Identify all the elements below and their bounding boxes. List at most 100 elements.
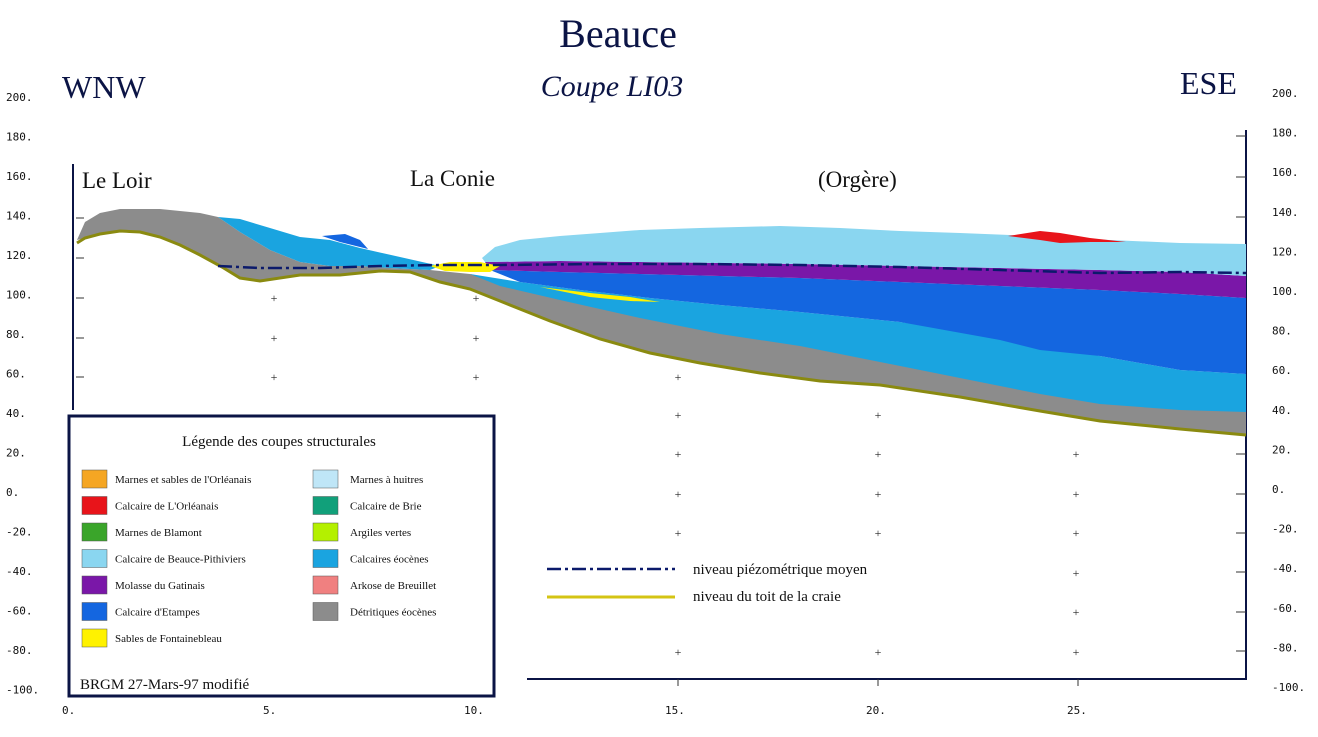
y-tick-right: -40.: [1272, 562, 1299, 575]
x-tick: 25.: [1067, 704, 1087, 717]
svg-text:+: +: [1073, 487, 1080, 501]
legend-label: Calcaire de Brie: [350, 501, 422, 513]
svg-text:+: +: [271, 291, 278, 305]
x-tick: 10.: [464, 704, 484, 717]
y-tick-right: -60.: [1272, 602, 1299, 615]
legend-swatch: [81, 575, 108, 595]
x-axis: 0. 5. 10. 15. 20. 25.: [62, 704, 1087, 717]
x-tick: 5.: [263, 704, 276, 717]
y-tick-left: 20.: [6, 447, 26, 460]
legend-label: Calcaire de L'Orléanais: [115, 501, 218, 513]
y-tick-right: -20.: [1272, 523, 1299, 536]
piezometric-line: [217, 262, 1247, 275]
legend-label: Marnes de Blamont: [115, 527, 202, 539]
legend-swatch: [81, 628, 108, 648]
legend-label: Arkose de Breuillet: [350, 580, 436, 592]
y-tick-right: 180.: [1272, 127, 1299, 140]
legend-swatch: [312, 575, 339, 595]
y-tick-left: 120.: [6, 249, 33, 262]
y-tick-left: -40.: [6, 565, 33, 578]
svg-text:+: +: [875, 487, 882, 501]
y-tick-left: -80.: [6, 644, 33, 657]
layer-sables-fontainebleau-lens: [540, 287, 660, 302]
y-tick-right: 100.: [1272, 285, 1299, 298]
legend-swatch: [312, 469, 339, 489]
y-tick-left: 60.: [6, 368, 26, 381]
y-tick-left: -20.: [6, 526, 33, 539]
legend-swatch: [81, 602, 108, 621]
y-tick-right: 20.: [1272, 443, 1292, 456]
y-tick-right: 120.: [1272, 245, 1299, 258]
y-tick-left: 40.: [6, 407, 26, 420]
svg-text:+: +: [473, 291, 480, 305]
piezo-legend-label: niveau piézométrique moyen: [693, 562, 868, 578]
place-la-conie: La Conie: [410, 166, 495, 191]
x-tick: 20.: [866, 704, 886, 717]
svg-text:+: +: [473, 331, 480, 345]
svg-text:+: +: [875, 645, 882, 659]
legend-label: Calcaires éocènes: [350, 554, 428, 566]
legend-label: Calcaire de Beauce-Pithiviers: [115, 554, 246, 566]
svg-text:+: +: [675, 526, 682, 540]
y-tick-left: 0.: [6, 486, 19, 499]
y-tick-right: -80.: [1272, 641, 1299, 654]
legend-swatch: [312, 522, 339, 542]
svg-text:+: +: [675, 370, 682, 384]
y-tick-right: 80.: [1272, 325, 1292, 338]
legend-credit: BRGM 27-Mars-97 modifié: [80, 677, 249, 693]
legend-label: Argiles vertes: [350, 527, 411, 539]
main-title: Beauce: [559, 11, 677, 56]
svg-text:+: +: [675, 408, 682, 422]
legend-title: Légende des coupes structurales: [182, 434, 376, 450]
legend-swatch: [312, 549, 339, 568]
svg-text:+: +: [1073, 526, 1080, 540]
legend-swatch: [312, 602, 339, 621]
place-le-loir: Le Loir: [82, 168, 152, 193]
y-tick-right: 160.: [1272, 166, 1299, 179]
y-tick-left: 80.: [6, 328, 26, 341]
svg-text:+: +: [1073, 645, 1080, 659]
y-tick-right: 60.: [1272, 364, 1292, 377]
x-tick: 15.: [665, 704, 685, 717]
svg-text:+: +: [271, 370, 278, 384]
y-tick-right: 200.: [1272, 87, 1299, 100]
legend-label: Molasse du Gatinais: [115, 580, 205, 592]
svg-text:+: +: [473, 370, 480, 384]
legend-label: Sables de Fontainebleau: [115, 633, 222, 645]
layer-etampes-west: [322, 234, 368, 249]
y-axis-right: 200. 180. 160. 140. 120. 100. 80. 60. 40. 20. 0. -2…: [1272, 87, 1305, 694]
craie-roof-line: [76, 229, 1247, 437]
svg-text:+: +: [875, 447, 882, 461]
y-tick-right: -100.: [1272, 681, 1305, 694]
layer-calcaires-eocenes-east: [470, 274, 1246, 412]
layer-calcaires-eocenes-west: [218, 217, 440, 270]
y-tick-left: 180.: [6, 131, 33, 144]
y-tick-left: 100.: [6, 289, 33, 302]
grid-plus-marks: ++ ++ +++ +++ +++ +++ +++ + + +++: [271, 291, 1080, 659]
y-tick-right: 0.: [1272, 483, 1285, 496]
y-tick-left: -100.: [6, 684, 39, 697]
direction-left-label: WNW: [62, 69, 146, 105]
craie-legend-label: niveau du toit de la craie: [693, 589, 841, 605]
svg-text:+: +: [675, 645, 682, 659]
svg-text:+: +: [875, 408, 882, 422]
legend-swatch: [81, 496, 108, 515]
legend-swatch: [81, 549, 108, 568]
legend-label: Détritiques éocènes: [350, 607, 436, 619]
legend-swatch: [81, 522, 108, 542]
y-tick-left: -60.: [6, 605, 33, 618]
legend-label: Marnes à huitres: [350, 474, 423, 486]
x-tick: 0.: [62, 704, 75, 717]
y-tick-right: 140.: [1272, 206, 1299, 219]
svg-text:+: +: [1073, 605, 1080, 619]
legend-label: Calcaire d'Etampes: [115, 607, 200, 619]
svg-text:+: +: [875, 526, 882, 540]
legend-swatch: [312, 496, 339, 515]
svg-text:+: +: [675, 487, 682, 501]
line-legend: niveau piézométrique moyen niveau du toi…: [547, 562, 868, 605]
svg-text:+: +: [1073, 447, 1080, 461]
strata: [77, 209, 1246, 434]
layer-calcaire-orleanais: [1008, 231, 1126, 243]
place-orgere: (Orgère): [818, 167, 897, 192]
